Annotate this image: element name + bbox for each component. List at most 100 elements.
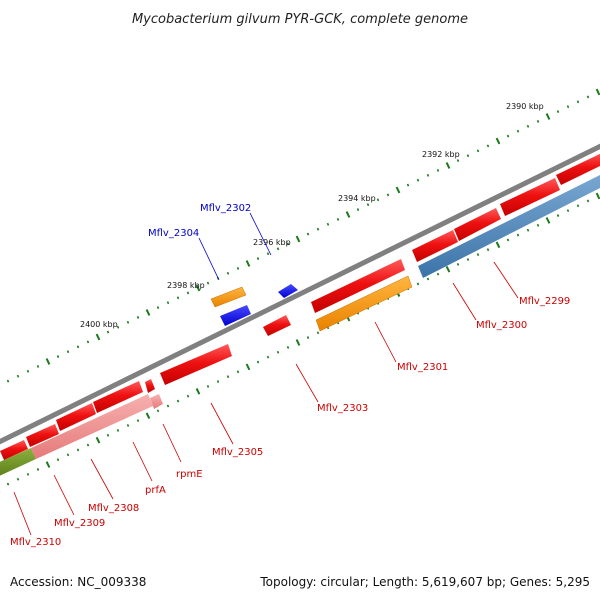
outer-tick — [406, 183, 410, 187]
cog-band-row — [0, 175, 600, 476]
tick-label-2394: 2394 kbp — [338, 194, 376, 203]
inner-tick — [36, 468, 40, 471]
cds-mflv-2298[interactable] — [500, 178, 560, 216]
gene-label-mflv-2309[interactable]: Mflv_2309 — [54, 518, 105, 529]
inner-tick — [186, 394, 190, 398]
outer-tick — [266, 252, 270, 256]
outer-tick — [566, 105, 570, 109]
inner-tick — [466, 258, 470, 261]
cog-olive-segment — [0, 448, 36, 476]
outer-tick — [356, 208, 360, 212]
outer-tick — [145, 309, 151, 316]
inner-tick — [276, 350, 280, 354]
callout-rpme — [162, 423, 182, 463]
inner-tick — [6, 482, 10, 486]
inner-tick — [456, 262, 460, 266]
inner-tick — [66, 453, 70, 457]
feature-orange-forward[interactable] — [210, 286, 247, 308]
outer-tick — [506, 134, 510, 138]
cds-mflv-2310[interactable] — [0, 440, 28, 460]
inner-tick — [95, 436, 101, 444]
inner-tick — [145, 412, 151, 420]
callout-mflv-2299 — [493, 261, 519, 299]
inner-tick — [216, 380, 220, 383]
outer-tick — [376, 198, 380, 202]
outer-tick — [106, 330, 110, 334]
feature-mflv-2302[interactable] — [278, 284, 298, 298]
inner-tick — [526, 228, 530, 232]
gene-label-mflv-2302[interactable]: Mflv_2302 — [200, 203, 251, 214]
gene-label-mflv-2301[interactable]: Mflv_2301 — [397, 362, 448, 373]
gene-label-mflv-2303[interactable]: Mflv_2303 — [317, 403, 368, 414]
inner-tick — [16, 477, 20, 481]
inner-tick — [306, 336, 310, 340]
callout-prfa — [132, 441, 153, 482]
cds-mflv-2297[interactable] — [556, 152, 600, 185]
outer-tick — [116, 325, 120, 329]
gene-label-mflv-2300[interactable]: Mflv_2300 — [476, 320, 527, 331]
cds-mflv-2308[interactable] — [56, 403, 96, 431]
inner-tick — [266, 355, 270, 359]
gene-label-mflv-2304[interactable]: Mflv_2304 — [148, 228, 199, 239]
inner-tick — [156, 409, 160, 413]
outer-tick — [466, 154, 470, 158]
gene-label-mflv-2305[interactable]: Mflv_2305 — [212, 447, 263, 458]
inner-tick — [586, 199, 590, 203]
outer-tick — [416, 178, 420, 182]
outer-tick — [386, 193, 390, 197]
outer-tick — [576, 100, 580, 104]
outer-tick — [595, 88, 600, 96]
cds-mflv-2305[interactable] — [160, 344, 232, 385]
outer-tick — [26, 369, 30, 373]
outer-tick — [76, 345, 80, 349]
callout-mflv-2302 — [249, 212, 272, 256]
inner-tick — [286, 345, 290, 349]
outer-tick — [436, 168, 440, 172]
forward-features — [210, 284, 298, 326]
outer-tick — [286, 242, 290, 246]
outer-tick — [276, 247, 280, 251]
outer-tick — [516, 129, 520, 133]
gene-label-prfa[interactable]: prfA — [145, 485, 166, 496]
outer-tick — [186, 291, 190, 295]
cds-mflv-2299[interactable] — [454, 208, 501, 241]
cds-mflv-2300[interactable] — [412, 230, 458, 262]
cog-steelblue-segment — [418, 175, 600, 278]
feature-orange-reverse[interactable] — [315, 275, 413, 332]
outer-tick — [495, 137, 501, 145]
cds-rpme[interactable] — [145, 379, 155, 393]
outer-tick — [476, 149, 480, 153]
cds-mflv-2303[interactable] — [263, 315, 291, 336]
inner-tick — [445, 265, 451, 273]
gene-labels: Mflv_2302 Mflv_2304 Mflv_2299 Mflv_2300 … — [10, 203, 570, 548]
outer-tick — [256, 257, 260, 261]
genome-backbone — [0, 143, 600, 445]
outer-tick — [456, 159, 460, 163]
outer-tick — [176, 296, 180, 300]
inner-tick — [256, 360, 260, 364]
feature-mflv-2304[interactable] — [220, 305, 251, 326]
gene-label-mflv-2308[interactable]: Mflv_2308 — [88, 503, 139, 514]
callout-mflv-2304 — [198, 237, 220, 281]
inner-tick — [545, 217, 551, 224]
inner-tick — [245, 363, 251, 371]
tick-label-2398: 2398 kbp — [167, 281, 205, 290]
outer-tick — [56, 355, 60, 359]
outer-tick — [45, 358, 51, 365]
gene-label-rpme[interactable]: rpmE — [176, 469, 203, 480]
inner-tick — [206, 385, 210, 388]
inner-tick — [116, 428, 120, 432]
inner-tick — [56, 458, 60, 462]
inner-tick — [506, 238, 510, 242]
outer-tick — [95, 333, 101, 341]
cds-mflv-2309[interactable] — [26, 424, 59, 447]
inner-tick — [106, 433, 110, 437]
outer-tick — [236, 266, 240, 270]
cds-prfa[interactable] — [93, 381, 143, 413]
outer-tick — [226, 271, 230, 275]
gene-label-mflv-2310[interactable]: Mflv_2310 — [10, 537, 61, 548]
cds-mflv-2301[interactable] — [311, 259, 405, 313]
callout-mflv-2305 — [210, 402, 234, 445]
inner-tick — [516, 233, 520, 237]
gene-label-mflv-2299[interactable]: Mflv_2299 — [519, 296, 570, 307]
